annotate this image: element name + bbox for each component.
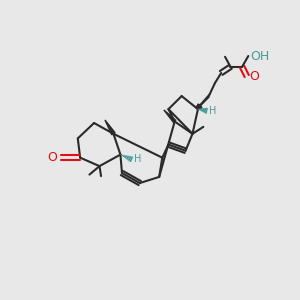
Text: O: O (249, 70, 259, 83)
Text: H: H (209, 106, 216, 116)
Polygon shape (164, 110, 176, 122)
Text: H: H (134, 154, 141, 164)
Polygon shape (105, 120, 115, 135)
Text: O: O (47, 151, 57, 164)
Text: OH: OH (250, 50, 270, 62)
